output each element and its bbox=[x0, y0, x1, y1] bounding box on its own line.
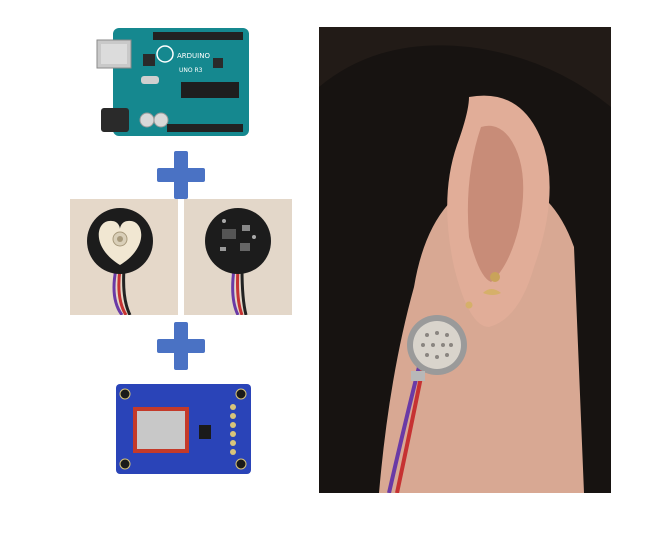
plus-icon bbox=[157, 151, 205, 199]
bluetooth-module-image bbox=[115, 383, 252, 475]
arduino-uno-board-image: ARDUINO UNO R3 bbox=[95, 24, 253, 142]
ear-with-sensor-photo bbox=[319, 27, 611, 493]
svg-text:UNO R3: UNO R3 bbox=[179, 67, 203, 74]
svg-text:ARDUINO: ARDUINO bbox=[177, 52, 210, 60]
pulse-sensor-front-image bbox=[70, 199, 178, 315]
pulse-sensor-back-image bbox=[184, 199, 292, 315]
plus-icon bbox=[157, 322, 205, 370]
